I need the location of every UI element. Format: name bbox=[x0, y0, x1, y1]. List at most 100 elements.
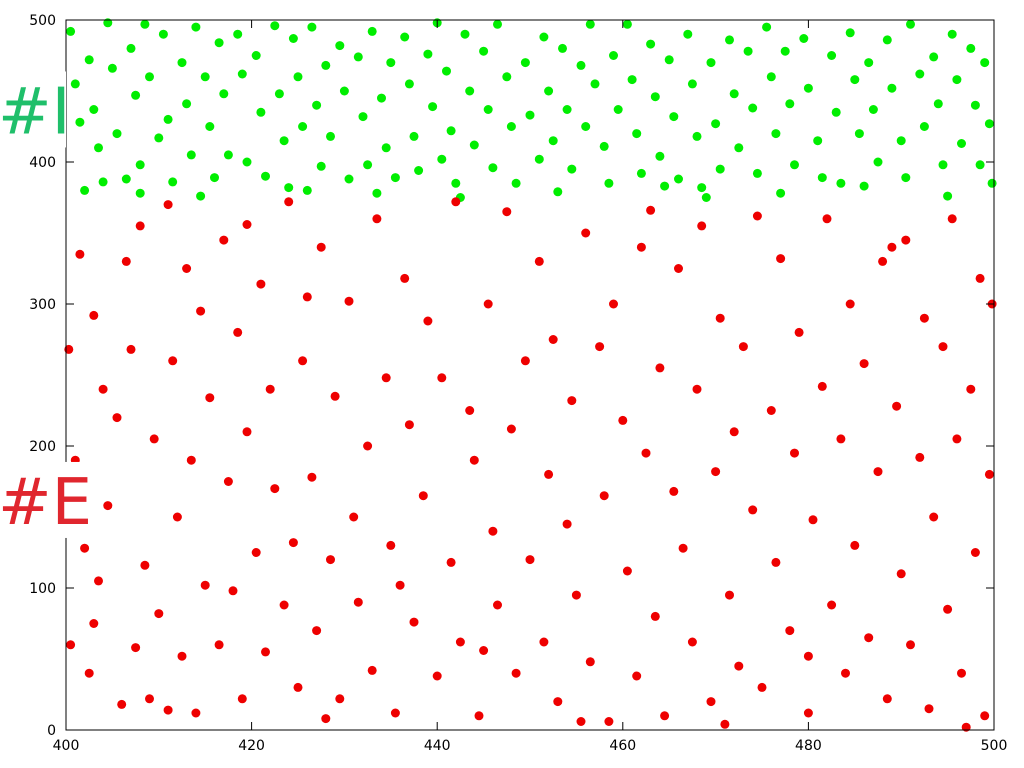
point-1-6 bbox=[89, 310, 99, 320]
point-1-73 bbox=[465, 406, 475, 415]
point-1-27 bbox=[196, 306, 206, 316]
x-tick-label-2: 440 bbox=[424, 738, 451, 754]
point-0-42 bbox=[298, 122, 308, 131]
point-0-134 bbox=[850, 75, 860, 85]
point-1-48 bbox=[307, 472, 317, 482]
point-0-22 bbox=[186, 150, 196, 160]
point-1-37 bbox=[251, 548, 261, 557]
point-1-32 bbox=[223, 477, 233, 486]
point-0-106 bbox=[674, 174, 683, 184]
point-0-79 bbox=[511, 178, 521, 188]
point-0-98 bbox=[627, 75, 637, 85]
point-0-50 bbox=[344, 174, 354, 184]
point-0-123 bbox=[780, 46, 790, 56]
point-0-62 bbox=[414, 166, 424, 175]
point-0-46 bbox=[321, 60, 331, 70]
point-1-95 bbox=[599, 491, 609, 501]
point-1-124 bbox=[776, 254, 786, 264]
point-0-126 bbox=[799, 34, 809, 43]
point-0-101 bbox=[646, 39, 656, 49]
point-1-101 bbox=[636, 242, 646, 252]
point-0-143 bbox=[906, 19, 915, 29]
point-1-60 bbox=[381, 373, 391, 383]
point-0-129 bbox=[817, 173, 827, 183]
y-tick-label-4: 400 bbox=[29, 155, 56, 171]
point-1-100 bbox=[632, 671, 642, 681]
point-1-143 bbox=[896, 569, 906, 579]
point-0-57 bbox=[386, 58, 396, 68]
point-0-53 bbox=[363, 160, 373, 170]
point-0-133 bbox=[845, 28, 855, 38]
point-1-26 bbox=[191, 708, 201, 718]
point-0-8 bbox=[107, 63, 117, 73]
x-tick-label-3: 460 bbox=[609, 738, 636, 754]
point-0-97 bbox=[622, 19, 632, 29]
y-tick-label-1: 100 bbox=[29, 581, 56, 597]
point-0-27 bbox=[214, 38, 224, 48]
point-0-10 bbox=[121, 174, 131, 184]
point-1-31 bbox=[219, 235, 229, 245]
point-1-29 bbox=[205, 393, 215, 403]
point-1-11 bbox=[117, 699, 127, 709]
point-0-66 bbox=[437, 154, 447, 164]
point-0-64 bbox=[428, 102, 438, 112]
point-1-127 bbox=[794, 327, 804, 337]
point-0-135 bbox=[854, 129, 864, 139]
point-1-104 bbox=[655, 363, 665, 373]
point-0-136 bbox=[864, 58, 874, 68]
point-1-69 bbox=[437, 373, 447, 383]
point-1-110 bbox=[692, 384, 702, 394]
point-0-24 bbox=[200, 72, 210, 82]
point-1-47 bbox=[302, 292, 312, 302]
point-1-162 bbox=[163, 705, 173, 715]
point-0-44 bbox=[312, 100, 322, 110]
point-1-13 bbox=[126, 344, 136, 354]
point-1-129 bbox=[808, 515, 818, 525]
point-1-120 bbox=[752, 211, 762, 221]
point-1-99 bbox=[622, 566, 632, 576]
point-0-161 bbox=[302, 185, 312, 195]
point-0-169 bbox=[943, 191, 953, 201]
point-0-20 bbox=[177, 58, 187, 68]
point-1-97 bbox=[609, 299, 618, 309]
series-0 bbox=[66, 18, 997, 202]
point-0-60 bbox=[404, 79, 414, 89]
point-0-102 bbox=[650, 92, 660, 102]
point-1-53 bbox=[335, 694, 345, 704]
point-0-107 bbox=[683, 29, 693, 39]
point-1-91 bbox=[571, 590, 581, 600]
point-0-122 bbox=[771, 129, 781, 139]
point-1-170 bbox=[803, 651, 813, 661]
point-1-12 bbox=[121, 256, 131, 266]
point-0-100 bbox=[636, 168, 646, 178]
x-tick-label-5: 500 bbox=[981, 738, 1008, 754]
point-0-14 bbox=[140, 19, 150, 29]
point-0-59 bbox=[400, 32, 410, 42]
point-1-54 bbox=[344, 296, 354, 306]
point-1-96 bbox=[604, 717, 614, 726]
point-0-16 bbox=[154, 133, 164, 143]
ticks-layer: 400 420 440 460 480 500 0 100 200 300 400 500 bbox=[29, 13, 1007, 754]
point-1-118 bbox=[738, 342, 748, 352]
point-0-30 bbox=[233, 29, 243, 39]
point-1-8 bbox=[98, 384, 108, 394]
point-0-56 bbox=[381, 143, 391, 153]
point-0-47 bbox=[326, 131, 335, 141]
point-1-17 bbox=[145, 694, 154, 704]
point-0-138 bbox=[873, 157, 883, 167]
point-0-26 bbox=[210, 173, 219, 183]
point-0-80 bbox=[520, 58, 530, 68]
point-1-7 bbox=[94, 576, 103, 586]
point-1-43 bbox=[284, 197, 294, 207]
point-1-114 bbox=[715, 313, 725, 323]
point-1-161 bbox=[89, 619, 99, 628]
point-1-18 bbox=[149, 434, 159, 444]
point-0-39 bbox=[284, 183, 294, 193]
point-1-92 bbox=[581, 228, 591, 238]
point-1-61 bbox=[386, 540, 396, 550]
x-tick-label-0: 400 bbox=[53, 738, 80, 754]
point-0-48 bbox=[335, 41, 345, 51]
point-0-88 bbox=[567, 164, 577, 174]
point-0-103 bbox=[655, 151, 665, 161]
